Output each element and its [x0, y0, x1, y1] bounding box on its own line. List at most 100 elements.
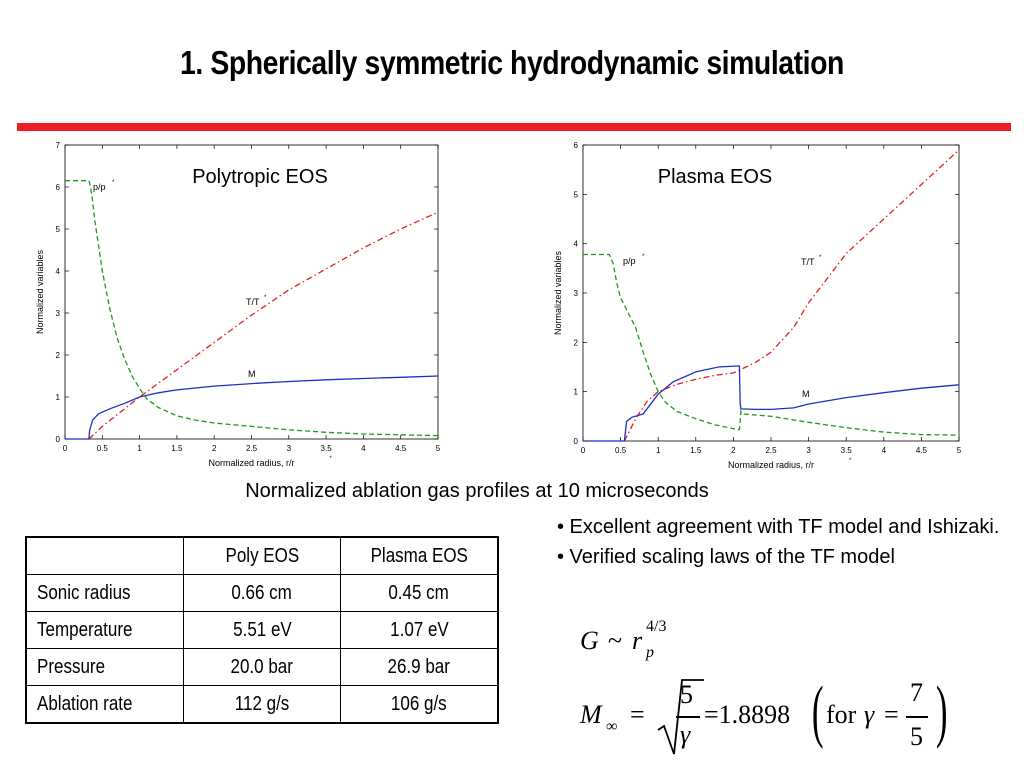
- eq-superscript: 4/3: [646, 618, 667, 635]
- table-cell: Temperature: [25, 611, 184, 649]
- x-tick-label: 1.5: [171, 444, 183, 453]
- eq-symbol: ~: [608, 626, 623, 655]
- polytropic-chart: 0 0.5 1 1.5 2 2.5 3 3.5 4 4.5 5 0 1 2 3 4 5 6 7 Normalized …: [35, 141, 441, 468]
- y-tick-label: 4: [56, 267, 61, 276]
- table-cell: 1.07 eV: [340, 611, 499, 649]
- series-line-tt: [623, 149, 960, 442]
- eq-symbol: γ: [864, 700, 875, 729]
- series-line-pp: [65, 180, 439, 437]
- y-tick-label: 1: [574, 388, 579, 397]
- y-tick-label: 0: [574, 437, 579, 446]
- y-tick-label: 1: [56, 393, 61, 402]
- table-cell: 106 g/s: [340, 685, 499, 724]
- fraction-bar: [906, 716, 928, 718]
- series-line-tt: [88, 211, 439, 440]
- eq-symbol: G: [580, 626, 599, 655]
- y-axis-label: Normalized variables: [553, 250, 563, 335]
- page-title: 1. Spherically symmetric hydrodynamic si…: [180, 44, 844, 81]
- eq-denominator: γ: [680, 720, 691, 749]
- eq-subscript: p: [646, 644, 654, 661]
- x-tick-label: 2.5: [246, 444, 258, 453]
- scaling-law-equation: G ~ r 4/3 p: [580, 618, 700, 670]
- x-tick-label: 5: [957, 446, 962, 455]
- eq-subscript: ∞: [606, 718, 618, 735]
- x-tick-label: 4.5: [395, 444, 407, 453]
- accent-bar: [17, 123, 1011, 131]
- plot-frame: [64, 144, 439, 440]
- fraction-bar: [676, 716, 700, 718]
- y-tick-label: 3: [574, 289, 579, 298]
- series-label-density: p/p: [623, 256, 636, 266]
- x-axis-label-star: *: [330, 456, 333, 462]
- table-row: Temperature 5.51 eV 1.07 eV: [25, 611, 499, 649]
- table-cell: 20.0 bar: [183, 648, 341, 686]
- table-cell: 26.9 bar: [340, 648, 499, 686]
- x-axis-label: Normalized radius, r/r: [208, 458, 294, 468]
- series-line-pp: [583, 253, 960, 436]
- x-tick-label: 4: [882, 446, 887, 455]
- table-cell: 0.45 cm: [340, 574, 499, 612]
- sqrt-sign: [657, 679, 704, 755]
- plot-frame: [582, 144, 960, 442]
- chart-caption: Normalized ablation gas profiles at 10 m…: [245, 480, 709, 502]
- mach-equation: M ∞ = 5 γ =1.8898 ( for γ = 7 5 ): [580, 673, 960, 758]
- series-line-m: [65, 375, 439, 440]
- y-tick-label: 0: [56, 435, 61, 444]
- y-tick-label: 6: [56, 183, 61, 192]
- x-tick-label: 2.5: [765, 446, 777, 455]
- x-tick-label: 3.5: [841, 446, 853, 455]
- y-tick-label: 3: [56, 309, 61, 318]
- eq-symbol: =: [630, 700, 645, 729]
- paren-right: ): [935, 673, 948, 750]
- eq-symbol: =: [884, 700, 899, 729]
- table-cell: Ablation rate: [25, 685, 184, 724]
- table-cell: 112 g/s: [183, 685, 341, 724]
- eq-denominator: 5: [910, 722, 923, 751]
- x-tick-label: 2: [731, 446, 736, 455]
- table-header-cell: Poly EOS: [183, 536, 341, 575]
- table-cell: Pressure: [25, 648, 184, 686]
- bullet-list: • Excellent agreement with TF model and …: [557, 512, 1017, 572]
- x-tick-label: 5: [436, 444, 441, 453]
- bullet-item: • Verified scaling laws of the TF model: [557, 546, 895, 568]
- eq-numerator: 5: [680, 680, 693, 709]
- table-row: Sonic radius 0.66 cm 0.45 cm: [25, 574, 499, 612]
- eq-symbol: M: [580, 700, 602, 729]
- properties-table: Poly EOS Plasma EOS Sonic radius 0.66 cm…: [25, 536, 499, 724]
- series-label-density-star: *: [112, 180, 115, 186]
- table-row: Pressure 20.0 bar 26.9 bar: [25, 648, 499, 686]
- series-label-temperature: T/T: [801, 257, 815, 267]
- chart-title: Plasma EOS: [658, 166, 772, 188]
- y-axis-label: Normalized variables: [35, 249, 45, 334]
- table-header-cell: [25, 536, 184, 575]
- y-tick-label: 2: [56, 351, 61, 360]
- x-axis-label: Normalized radius, r/r: [728, 460, 814, 470]
- x-tick-label: 3: [806, 446, 811, 455]
- y-tick-label: 5: [574, 190, 579, 199]
- y-tick-label: 5: [56, 225, 61, 234]
- eq-symbol: r: [632, 626, 643, 655]
- x-tick-label: 4: [361, 444, 366, 453]
- eq-numerator: 7: [910, 678, 923, 707]
- series-label-mach: M: [248, 369, 256, 379]
- x-tick-label: 0.5: [615, 446, 627, 455]
- series-label-density-star: *: [642, 254, 645, 260]
- x-tick-label: 0: [581, 446, 586, 455]
- series-label-mach: M: [802, 389, 810, 399]
- x-tick-label: 0.5: [97, 444, 109, 453]
- y-tick-label: 7: [56, 141, 61, 150]
- x-tick-label: 1: [137, 444, 142, 453]
- bullet-item: • Excellent agreement with TF model and …: [557, 516, 1000, 538]
- series-label-temperature-star: *: [819, 255, 822, 261]
- x-tick-label: 4.5: [916, 446, 928, 455]
- y-tick-label: 2: [574, 338, 579, 347]
- table-header-cell: Plasma EOS: [340, 536, 499, 575]
- x-tick-label: 3.5: [321, 444, 333, 453]
- table-cell: 0.66 cm: [183, 574, 341, 612]
- x-tick-label: 1.5: [690, 446, 702, 455]
- table-cell: Sonic radius: [25, 574, 184, 612]
- x-tick-label: 0: [63, 444, 68, 453]
- x-tick-label: 3: [287, 444, 292, 453]
- series-line-m: [583, 365, 960, 442]
- series-label-temperature: T/T: [246, 297, 260, 307]
